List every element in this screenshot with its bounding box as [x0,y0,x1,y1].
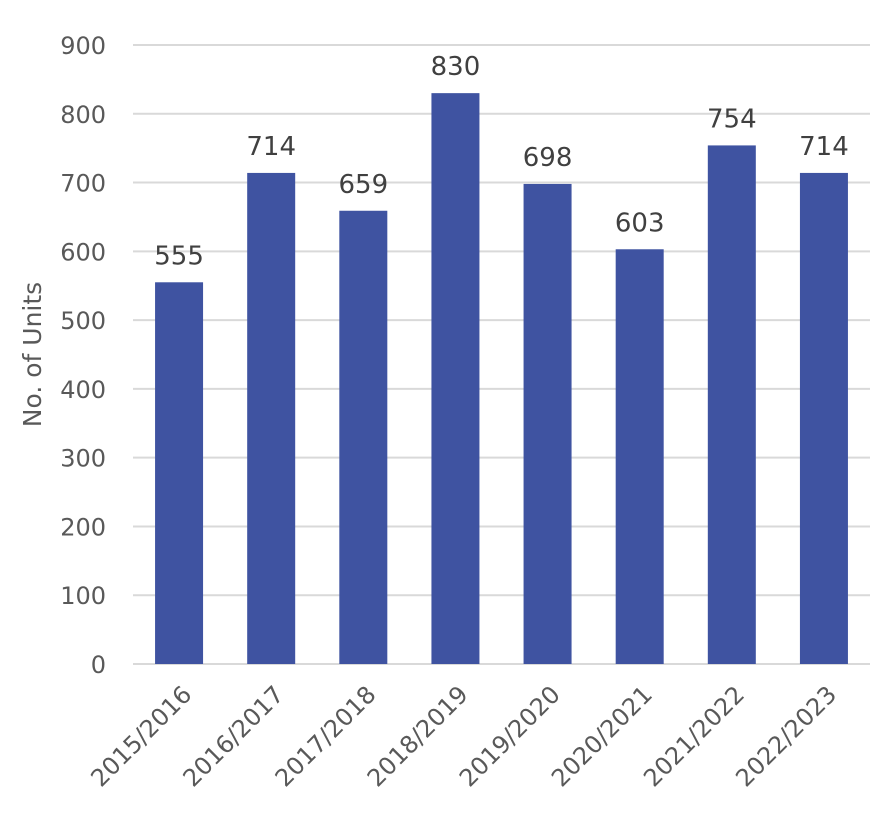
bar [155,282,204,664]
y-axis-ticks: 0 100 200 300 400 500 600 700 800 900 [60,32,106,679]
y-axis-title: No. of Units [18,282,47,427]
data-label: 555 [154,241,204,271]
bars [155,93,848,665]
bar [799,172,848,664]
bar [431,93,480,664]
data-label: 714 [799,132,849,162]
y-tick-label: 400 [60,376,106,404]
data-label: 603 [615,208,665,238]
y-tick-label: 700 [60,170,106,198]
data-label: 714 [246,132,296,162]
bar [247,172,296,664]
y-tick-label: 100 [60,582,106,610]
y-tick-label: 500 [60,307,106,335]
y-tick-label: 800 [60,101,106,129]
gridlines [133,44,870,665]
bar [707,145,756,665]
x-axis-ticks: 2015/20162016/20172017/20182018/20192019… [85,680,842,792]
data-label: 754 [707,104,757,134]
bar [615,249,664,664]
data-label: 659 [338,170,388,200]
y-tick-label: 600 [60,238,106,266]
y-tick-label: 300 [60,445,106,473]
bar [339,210,388,664]
y-tick-label: 0 [91,651,106,679]
y-tick-label: 200 [60,513,106,541]
x-tick-label: 2022/2023 [730,680,842,792]
bar [523,183,572,665]
data-label: 698 [523,143,573,173]
y-tick-label: 900 [60,32,106,60]
data-label: 830 [431,52,481,82]
data-labels: 555 714 659 830 698 603 754 714 [154,52,849,271]
